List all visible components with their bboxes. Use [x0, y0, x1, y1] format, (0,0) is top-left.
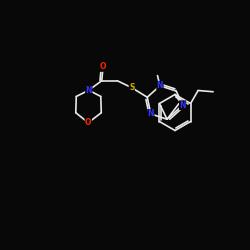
Text: O: O: [100, 62, 106, 72]
Text: N: N: [86, 86, 92, 95]
Text: N: N: [180, 101, 186, 110]
Text: S: S: [129, 83, 134, 92]
Text: N: N: [148, 110, 154, 118]
Text: O: O: [85, 118, 91, 127]
Text: N: N: [157, 81, 163, 90]
